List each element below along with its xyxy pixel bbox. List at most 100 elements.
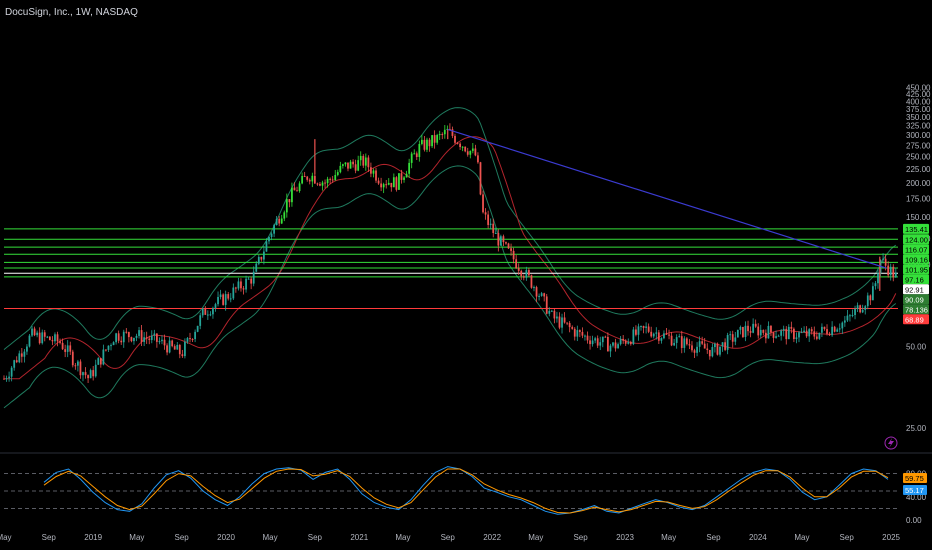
candle-body [484, 212, 487, 215]
candle-body [400, 173, 403, 180]
candle-body [530, 275, 533, 288]
candle-body [20, 353, 23, 357]
oscillator-pane[interactable] [4, 466, 898, 515]
oscillator-value-label: 59.75 [905, 474, 924, 483]
candle-body [362, 155, 365, 166]
candle-body [535, 287, 538, 297]
time-tick-label: Sep [175, 533, 190, 542]
time-tick-label: Sep [441, 533, 456, 542]
candle-body [87, 375, 89, 379]
candle-body [601, 336, 604, 343]
candle-body [285, 199, 288, 213]
candle-body [685, 338, 688, 345]
candle-body [26, 346, 28, 352]
candle-body [706, 348, 709, 350]
candle-body [838, 328, 841, 330]
candle-body [752, 323, 755, 333]
candle-body [856, 305, 859, 309]
time-axis[interactable]: May Sep 2019 May Sep 2020 May Sep 2021 May Sep 2022… [0, 533, 901, 542]
price-axis[interactable]: 450.00425.00400.00375.00350.00325.00300.… [903, 83, 931, 433]
candle-body [884, 258, 887, 266]
candle-body [650, 331, 653, 337]
candle-body [148, 338, 151, 340]
candle-body [227, 294, 230, 299]
candle-body [512, 250, 515, 260]
candle-body [232, 287, 235, 299]
candle-body [596, 338, 599, 346]
time-tick-label: May [794, 533, 809, 542]
candle-body [436, 135, 439, 143]
price-tick-label: 400.00 [906, 97, 931, 106]
candle-body [566, 322, 569, 324]
candle-body [708, 349, 711, 357]
candle-body [459, 143, 461, 148]
lightning-icon[interactable] [884, 436, 898, 450]
candle-body [357, 160, 360, 171]
candle-body [66, 345, 69, 352]
price-label: 97.16 [905, 275, 924, 284]
symbol-name[interactable]: DocuSign, Inc. [5, 7, 71, 18]
price-label-box [903, 254, 929, 265]
candle-body [387, 182, 390, 185]
candle-body [813, 331, 816, 337]
candle-body [324, 182, 326, 184]
price-tick-label: 200.00 [906, 179, 931, 188]
candle-body [247, 278, 250, 280]
price-label: 124.00 [905, 235, 928, 244]
price-tick-label: 225.00 [906, 165, 931, 174]
candle-body [889, 266, 892, 276]
candle-body [331, 179, 334, 181]
candle-body [764, 332, 767, 339]
candle-body [742, 326, 744, 338]
candle-body [627, 342, 630, 344]
time-tick-label: 2023 [616, 533, 634, 542]
candle-body [23, 351, 26, 357]
candle-body [591, 340, 594, 345]
candle-body [663, 333, 665, 339]
candle-body [191, 339, 194, 341]
candle-body [798, 332, 800, 338]
candle-body [680, 336, 683, 348]
candle-body [364, 157, 367, 166]
price-tick-label: 50.00 [906, 342, 927, 351]
candle-body [5, 378, 8, 380]
candle-body [635, 329, 637, 335]
candle-body [196, 325, 199, 332]
trendline [447, 128, 887, 269]
candle-body [469, 150, 472, 155]
price-tick-label: 175.00 [906, 195, 931, 204]
candle-body [194, 331, 196, 340]
price-pane[interactable] [0, 107, 932, 454]
candle-body [250, 278, 253, 284]
price-label-box [903, 244, 929, 255]
candle-body [522, 276, 525, 278]
candle-body [316, 183, 319, 185]
candle-body [568, 323, 571, 328]
candle-body [56, 334, 59, 342]
candle-body [818, 332, 821, 339]
candle-body [550, 310, 553, 312]
candle-body [711, 347, 714, 357]
candle-body [678, 336, 681, 338]
candle-body [229, 298, 232, 300]
candle-body [31, 328, 33, 336]
candle-body [540, 293, 543, 296]
price-tick-label: 450.00 [906, 83, 931, 92]
interval-label[interactable]: 1W [75, 7, 91, 18]
candle-body [790, 326, 793, 329]
candle-body [719, 346, 721, 355]
candle-body [92, 370, 95, 377]
candle-body [273, 225, 275, 234]
candle-body [474, 148, 477, 156]
candle-body [428, 139, 431, 147]
candle-body [257, 256, 260, 264]
candle-body [107, 345, 110, 350]
candle-body [772, 332, 775, 338]
candle-body [614, 342, 617, 349]
candle-body [517, 268, 520, 271]
candle-body [46, 336, 49, 338]
candle-body [823, 326, 826, 330]
candle-body [8, 376, 10, 379]
price-tick-label: 250.00 [906, 153, 931, 162]
